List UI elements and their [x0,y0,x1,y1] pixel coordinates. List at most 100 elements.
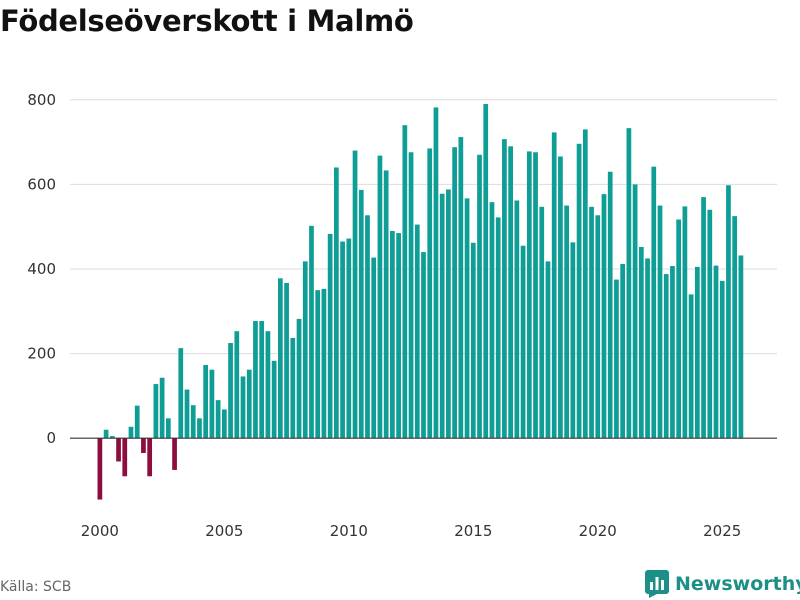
y-tick-label: 0 [46,429,56,447]
bar [614,279,619,439]
bar [408,152,414,439]
bar [452,147,457,439]
bar [253,321,258,439]
bar [701,197,706,439]
bar [626,128,632,439]
bar [116,438,121,462]
bar [377,155,383,439]
bar [358,189,364,439]
chart-title: Födelseöverskott i Malmö [0,4,414,38]
bar [246,369,252,439]
bar [259,321,265,439]
bar [495,217,501,439]
x-tick-label: 2015 [454,522,492,540]
bar [197,418,202,439]
bar [265,331,271,439]
bar [688,294,694,439]
bar [352,150,358,439]
y-axis-ticks: 0 200 400 600 800 [27,91,56,447]
bar [645,258,650,439]
bar [483,104,489,439]
brand-name: Newsworthy [675,573,800,595]
bar [477,154,482,439]
bar [371,257,377,439]
x-tick-label: 2025 [703,522,741,540]
bar [738,255,744,439]
source-note: Källa: SCB [0,579,72,595]
bar [595,215,601,439]
bar [657,205,663,439]
bar [414,224,420,439]
bar [221,409,227,439]
x-tick-label: 2010 [330,522,368,540]
bar [726,185,731,439]
bar [564,205,570,439]
bar [396,233,401,439]
x-axis-ticks: 2000 2005 2010 2015 2020 2025 [81,522,742,540]
x-tick-label: 2020 [579,522,617,540]
bar [502,139,507,439]
bar [470,242,476,439]
bar [346,238,352,439]
bar [582,129,588,439]
bar [632,184,638,439]
bar [402,125,408,439]
bar [209,369,215,439]
bar [234,331,240,439]
y-tick-label: 600 [27,175,56,193]
bar [589,206,594,439]
bar [576,143,582,439]
bar [147,438,153,477]
bar [203,365,209,439]
bar [533,152,538,439]
bar [109,436,115,439]
bar [277,278,283,439]
bar [520,245,526,439]
bar [134,405,140,439]
bar [489,202,495,439]
bar [340,241,345,439]
bar [713,265,719,439]
bar [334,167,339,439]
bar [128,426,134,439]
bar [670,266,675,439]
bar [551,132,557,439]
bar [365,215,370,439]
bar [663,274,669,439]
bar [315,290,321,439]
bar [165,418,171,439]
bar [296,318,302,439]
bar [302,261,308,439]
brand-logo-area[interactable]: Newsworthy [645,570,800,598]
bar [240,376,246,439]
bar [383,170,389,439]
bar [446,189,451,439]
bar [309,225,314,439]
y-tick-label: 400 [27,260,56,278]
bar [514,200,520,439]
bar [526,151,532,439]
bar [159,377,165,439]
bar [651,166,657,439]
bar [694,266,700,439]
bar [464,198,470,439]
bar [172,438,177,470]
x-tick-label: 2000 [81,522,119,540]
bar [508,146,513,439]
bar [215,400,221,439]
bar [153,384,159,439]
bar [620,263,626,439]
bar [284,282,289,439]
bar [390,230,395,439]
bar [638,247,644,439]
bar [558,156,563,439]
bar [570,242,576,439]
bar [732,216,738,439]
bar [290,337,296,439]
bar [719,280,725,439]
bar [97,438,103,500]
bar [682,206,688,439]
bar [178,348,184,439]
bar [607,171,613,439]
bar [103,429,109,439]
